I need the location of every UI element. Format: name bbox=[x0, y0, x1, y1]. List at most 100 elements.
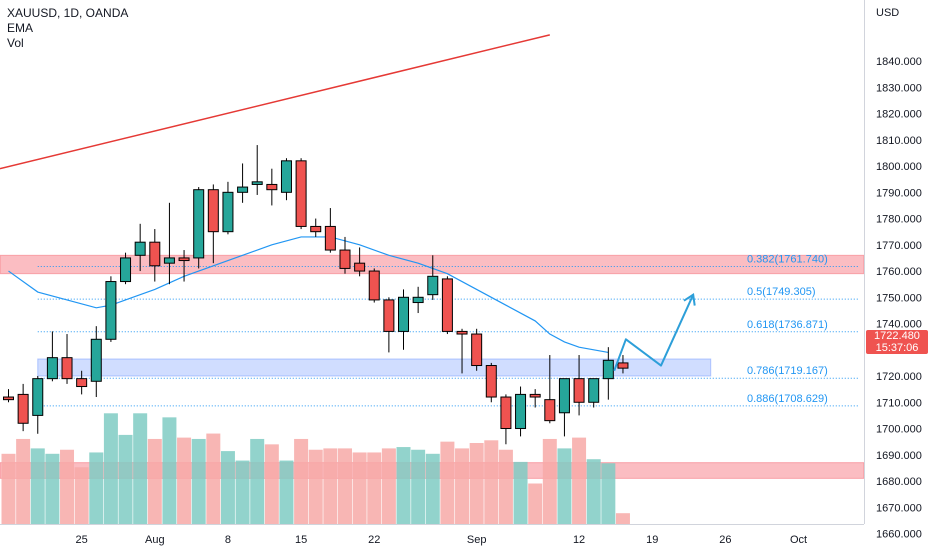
volume-bar-21 bbox=[308, 449, 323, 524]
candle-body-8 bbox=[120, 257, 132, 283]
vol-legend[interactable]: Vol bbox=[7, 36, 24, 50]
volume-bar-32 bbox=[469, 443, 484, 524]
volume-bar-4 bbox=[60, 449, 75, 524]
candle-body-0 bbox=[3, 396, 14, 401]
volume-bar-7 bbox=[103, 413, 118, 524]
volume-bar-6 bbox=[89, 452, 104, 524]
candle-27 bbox=[398, 289, 410, 350]
candle-body-38 bbox=[558, 378, 570, 414]
candle-body-28 bbox=[412, 296, 424, 304]
candle-body-23 bbox=[339, 249, 351, 269]
price-tick-1750.000: 1750.000 bbox=[876, 292, 922, 304]
fib-label-0.382: 0.382(1761.740) bbox=[747, 253, 828, 265]
candle-6 bbox=[90, 326, 102, 398]
price-tick-1820.000: 1820.000 bbox=[876, 109, 922, 121]
volume-bar-39 bbox=[572, 437, 587, 524]
fib-label-0.786: 0.786(1719.167) bbox=[747, 365, 828, 377]
candle-body-27 bbox=[398, 296, 410, 332]
price-tick-1660.000: 1660.000 bbox=[876, 529, 922, 541]
candle-body-33 bbox=[485, 365, 497, 398]
candle-2 bbox=[32, 376, 44, 434]
price-tick-1670.000: 1670.000 bbox=[876, 502, 922, 514]
volume-bar-16 bbox=[235, 460, 250, 524]
candle-body-24 bbox=[354, 262, 366, 272]
candle-38 bbox=[558, 378, 570, 437]
price-tick-1700.000: 1700.000 bbox=[876, 424, 922, 436]
bar-countdown: 15:37:06 bbox=[875, 342, 919, 354]
candle-24 bbox=[354, 247, 366, 277]
candle-body-32 bbox=[471, 333, 483, 367]
candle-body-35 bbox=[515, 393, 527, 430]
price-tick-1690.000: 1690.000 bbox=[876, 450, 922, 462]
candle-14 bbox=[207, 184, 219, 264]
volume-bar-42 bbox=[615, 513, 630, 524]
candle-body-2 bbox=[32, 378, 44, 416]
volume-bar-33 bbox=[484, 440, 499, 524]
last-price-badge: 1722.480 15:37:06 bbox=[866, 330, 928, 354]
volume-bar-11 bbox=[162, 417, 177, 524]
candle-31 bbox=[456, 328, 468, 374]
candle-body-21 bbox=[310, 225, 322, 233]
currency-label: USD bbox=[876, 7, 899, 19]
volume-bar-5 bbox=[74, 467, 89, 524]
candle-30 bbox=[441, 276, 453, 335]
candle-body-16 bbox=[237, 186, 249, 193]
candle-40 bbox=[588, 378, 600, 408]
time-tick-25: 25 bbox=[76, 534, 88, 546]
time-tick-15: 15 bbox=[295, 534, 307, 546]
candle-32 bbox=[471, 328, 483, 371]
candle-37 bbox=[544, 355, 556, 424]
ema-legend[interactable]: EMA bbox=[7, 21, 34, 35]
candle-body-25 bbox=[368, 270, 380, 301]
candle-34 bbox=[500, 394, 512, 445]
candle-36 bbox=[529, 389, 541, 408]
price-tick-1680.000: 1680.000 bbox=[876, 476, 922, 488]
volume-bar-31 bbox=[455, 448, 470, 524]
candle-18 bbox=[266, 168, 278, 206]
candle-body-11 bbox=[163, 257, 175, 264]
zone-demand bbox=[37, 358, 712, 377]
price-tick-1740.000: 1740.000 bbox=[876, 319, 922, 331]
candle-21 bbox=[310, 218, 322, 237]
candle-body-18 bbox=[266, 183, 278, 191]
last-price: 1722.480 bbox=[874, 330, 920, 342]
price-tick-1840.000: 1840.000 bbox=[876, 56, 922, 68]
projection-path bbox=[613, 294, 695, 372]
candle-body-30 bbox=[441, 278, 453, 332]
price-tick-1770.000: 1770.000 bbox=[876, 240, 922, 252]
time-tick-8: 8 bbox=[225, 534, 231, 546]
projection-arrowhead bbox=[683, 292, 696, 306]
candle-body-10 bbox=[149, 241, 161, 267]
volume-bar-34 bbox=[498, 449, 513, 524]
volume-bar-41 bbox=[601, 463, 616, 524]
symbol-label[interactable]: XAUUSD, 1D, OANDA bbox=[7, 6, 129, 20]
candle-body-1 bbox=[17, 393, 29, 424]
candle-3 bbox=[46, 331, 58, 382]
candle-16 bbox=[237, 163, 249, 203]
volume-bar-24 bbox=[352, 452, 367, 524]
fib-label-0.5: 0.5(1749.305) bbox=[747, 286, 816, 298]
candle-7 bbox=[105, 276, 117, 342]
time-tick-Aug: Aug bbox=[145, 534, 165, 546]
volume-bar-3 bbox=[45, 453, 60, 524]
candle-body-20 bbox=[295, 160, 307, 227]
candle-10 bbox=[149, 229, 161, 282]
time-tick-19: 19 bbox=[646, 534, 658, 546]
volume-bar-18 bbox=[264, 444, 279, 524]
candle-5 bbox=[76, 370, 88, 395]
candle-body-19 bbox=[280, 160, 292, 193]
volume-bar-10 bbox=[147, 438, 162, 524]
candle-23 bbox=[339, 236, 351, 274]
time-tick-Oct: Oct bbox=[790, 534, 807, 546]
volume-bar-22 bbox=[323, 448, 338, 524]
candle-body-37 bbox=[544, 399, 556, 422]
candle-body-22 bbox=[324, 225, 336, 251]
candle-1 bbox=[17, 383, 29, 432]
candle-12 bbox=[178, 250, 190, 282]
candle-9 bbox=[134, 223, 146, 272]
volume-bar-0 bbox=[1, 453, 16, 524]
candle-22 bbox=[324, 208, 336, 253]
candle-41 bbox=[602, 347, 614, 400]
